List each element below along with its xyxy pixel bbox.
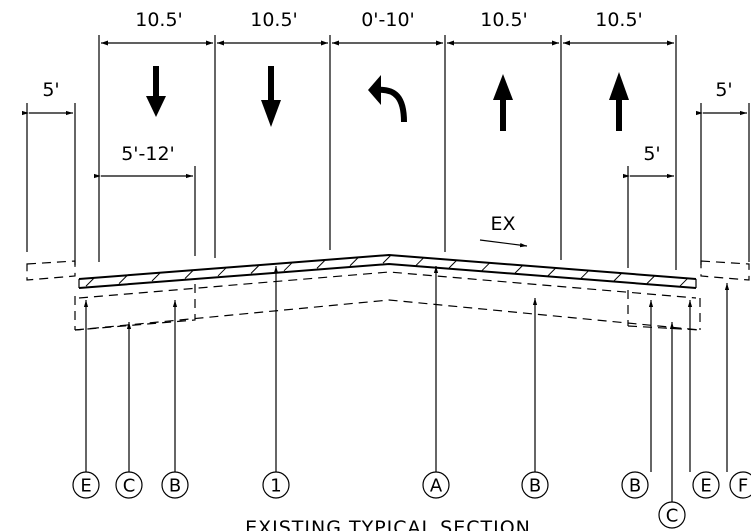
left-turn-arrow-icon [368,75,407,123]
down-arrow-icon [261,66,281,127]
hatch-tick [646,275,656,284]
callout-c-left: C [115,471,143,499]
svg-text:1: 1 [270,476,281,497]
right-outer-width: 5' [715,79,732,101]
section-title: EXISTING TYPICAL SECTION [245,517,531,531]
svg-text:B: B [169,476,181,497]
ex-slope-arrow [479,239,528,248]
callout-c-right: C [658,501,686,529]
lane-width-4: 10.5' [480,9,528,31]
left-outer-dimension [22,103,76,265]
callout-1: 1 [262,471,290,499]
callout-a: A [422,471,450,499]
hatch-tick [448,259,458,269]
svg-text:B: B [529,476,541,497]
hatch-tick [118,275,128,284]
lane-width-3: 0'-10' [361,9,415,31]
up-arrow-icon [493,74,513,131]
down-arrow-icon [146,66,166,117]
callout-b-left: B [161,471,189,499]
callout-e-right: E [692,471,720,499]
lane-width-2: 10.5' [250,9,298,31]
hatch-tick [382,254,392,264]
lane-width-1: 10.5' [135,9,183,31]
hatch-tick [283,262,293,272]
up-arrow-icon [609,72,629,131]
ex-label: EX [490,213,515,235]
callout-b-right: B [621,471,649,499]
callout-e-left: E [72,471,100,499]
right-shoulder-width: 5' [643,143,660,165]
svg-text:A: A [430,476,443,497]
hatch-tick [613,272,623,282]
svg-text:F: F [738,476,748,497]
svg-text:E: E [80,476,91,497]
hatch-tick [217,267,227,277]
hatch-tick [580,269,590,279]
lane-dimension-lines [98,35,677,270]
callout-f: F [729,471,751,499]
svg-text:E: E [700,476,711,497]
hatch-tick [250,265,260,274]
hatch-tick [547,267,557,277]
pavement-surface [78,253,697,289]
svg-text:C: C [666,506,679,527]
hatch-tick [85,277,95,287]
base-layers [26,260,750,331]
hatch-tick [481,262,491,271]
svg-text:B: B [629,476,641,497]
left-outer-width: 5' [42,79,59,101]
right-shoulder-dimension [623,166,674,268]
hatch-tick [514,264,524,274]
svg-text:C: C [123,476,136,497]
hatch-tick [349,257,359,267]
left-shoulder-dimension [94,166,196,256]
hatch-tick [184,270,194,279]
hatch-tick [316,259,326,269]
right-outer-dimension [696,103,750,265]
callout-b-center: B [521,471,549,499]
hatch-tick [151,272,161,282]
hatch-tick [679,277,689,287]
left-shoulder-width: 5'-12' [121,143,175,165]
callout-leaders [83,266,730,502]
lane-width-5: 10.5' [595,9,643,31]
hatch-tick [415,257,425,266]
